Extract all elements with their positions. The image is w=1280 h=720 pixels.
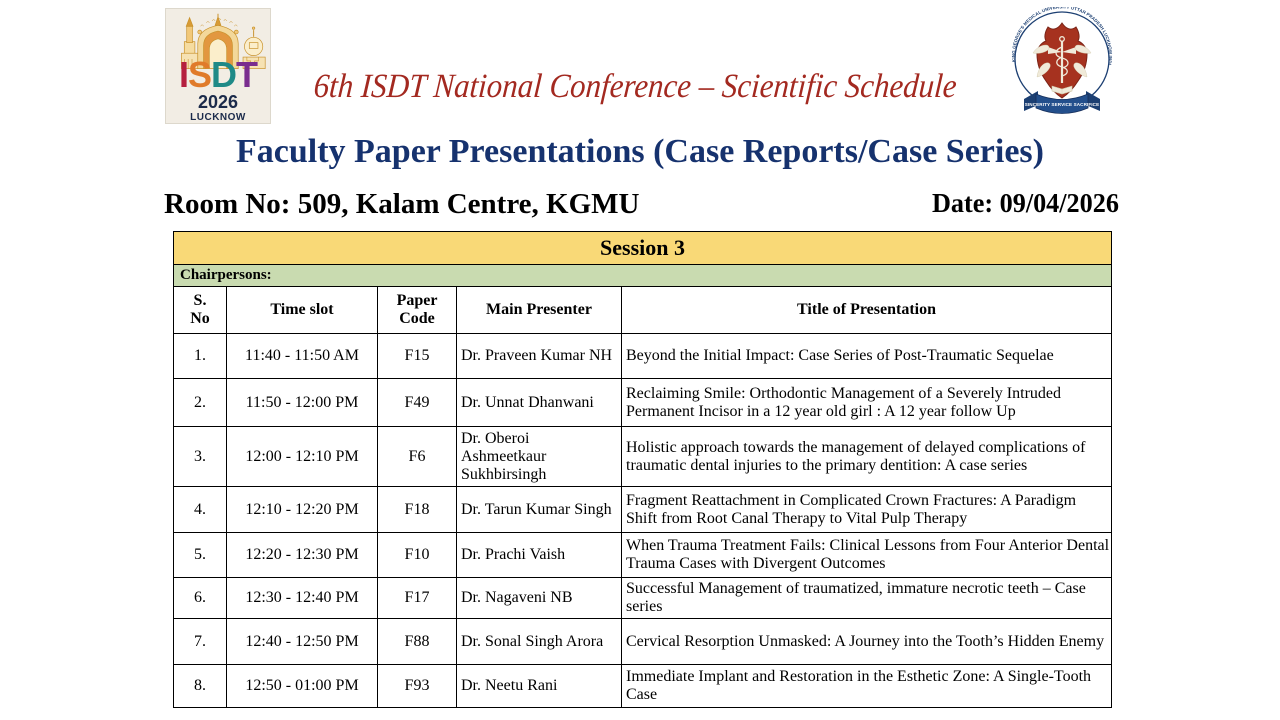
svg-text:SINCERITY SERVICE SACRIFICE: SINCERITY SERVICE SACRIFICE — [1025, 102, 1100, 107]
